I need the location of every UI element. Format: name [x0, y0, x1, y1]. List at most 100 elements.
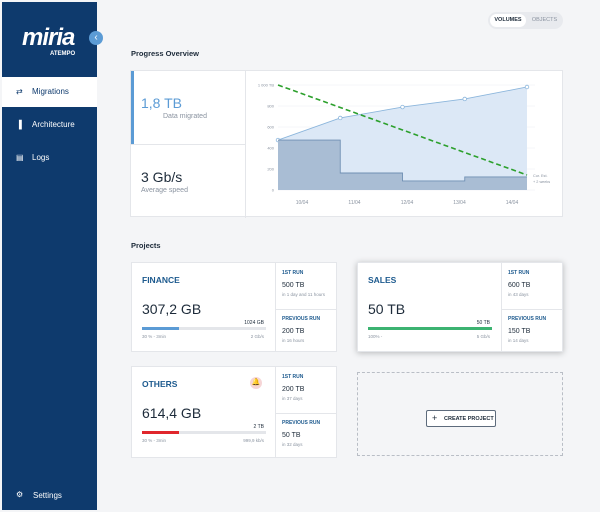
divider	[501, 263, 502, 351]
x-tick-label: 13/04	[453, 200, 466, 206]
migrated-label: Data migrated	[163, 113, 207, 120]
create-area: + CREATE PROJECT	[357, 372, 563, 456]
x-tick-label: 12/04	[401, 200, 414, 206]
plus-icon: +	[432, 413, 438, 423]
divider	[245, 71, 246, 218]
run-label: PREVIOUS RUN	[282, 420, 321, 426]
project-name: OTHERS	[142, 379, 178, 389]
active-indicator	[131, 71, 134, 144]
project-rate: 5 Gb/s	[476, 334, 490, 339]
divider	[131, 144, 245, 145]
run-detail: in 14 days	[508, 338, 529, 343]
progress-track	[142, 431, 266, 434]
speed-label: Average speed	[141, 187, 188, 194]
y-tick-label: 800	[267, 104, 274, 109]
divider	[275, 309, 337, 310]
project-size: 614,4 GB	[142, 405, 202, 421]
settings[interactable]: Settings	[33, 491, 62, 500]
project-status: 100% -	[368, 334, 383, 339]
collapse-button[interactable]: ‹	[89, 31, 103, 45]
y-tick-label: 1 000 TB	[258, 83, 274, 88]
settings-icon[interactable]: ⚙	[16, 490, 24, 499]
progress-bar	[142, 431, 180, 434]
annotation: Cur. Est.	[533, 174, 548, 178]
run-size: 600 TB	[508, 282, 531, 289]
y-tick-label: 600	[267, 125, 274, 130]
progress-track	[142, 327, 266, 330]
run-detail: in 1 day and 11 hours	[282, 292, 325, 297]
toggle-objects[interactable]: OBJECTS	[531, 17, 558, 23]
project-rate: 999,9 kb/s	[243, 438, 264, 443]
project-rate: 2 Gb/s	[250, 334, 264, 339]
y-tick-label: 0	[272, 188, 275, 193]
run-label: 1ST RUN	[282, 270, 304, 276]
divider	[275, 367, 276, 457]
point	[338, 115, 343, 121]
toggle-volumes[interactable]: VOLUMES	[490, 14, 526, 27]
nav-icon: ⇄	[16, 87, 23, 96]
project-target: 50 TB	[476, 320, 490, 326]
x-tick-label: 11/04	[348, 200, 360, 206]
logo: miria	[22, 24, 75, 51]
create-button[interactable]: + CREATE PROJECT	[426, 410, 496, 427]
nav-item[interactable]: ⇄ Migrations	[2, 77, 97, 107]
nav-icon: ▤	[16, 153, 24, 162]
point	[400, 104, 405, 110]
y-tick-label: 200	[267, 167, 274, 172]
run-detail: in 16 hours	[282, 338, 305, 343]
speed-value: 3 Gb/s	[141, 169, 183, 185]
x-tick-label: 14/04	[506, 200, 519, 206]
project-status: 30 % - 3min	[142, 334, 167, 339]
divider	[275, 413, 337, 414]
project-size: 307,2 GB	[142, 301, 202, 317]
nav-label: Migrations	[32, 87, 69, 96]
run-label: 1ST RUN	[282, 374, 304, 380]
y-tick-label: 400	[267, 146, 274, 151]
project-status: 30 % - 3min	[142, 438, 167, 443]
annotation: + 2 weeks	[533, 180, 550, 184]
run-size: 50 TB	[282, 432, 301, 439]
progress-bar	[368, 327, 492, 330]
migrated-value: 1,8 TB	[141, 95, 182, 111]
project-name: FINANCE	[142, 275, 180, 285]
run-size: 200 TB	[282, 328, 305, 335]
section-title: Projects	[131, 241, 161, 250]
project-size: 50 TB	[368, 301, 406, 317]
run-label: 1ST RUN	[508, 270, 530, 276]
nav-item[interactable]: ▐ Architecture	[2, 110, 97, 140]
logo-sub: ATEMPO	[50, 51, 76, 57]
run-label: PREVIOUS RUN	[282, 316, 321, 322]
project-target: 2 TB	[253, 424, 264, 430]
toggle: VOLUMES OBJECTS	[488, 12, 563, 29]
step-line	[278, 139, 527, 182]
nav-label: Logs	[32, 153, 50, 162]
project-card[interactable]: FINANCE 307,2 GB 1024 GB 30 % - 3min 2 Gb/s 1…	[131, 262, 337, 352]
nav-label: Architecture	[32, 120, 75, 129]
alert-icon: 🔔	[250, 377, 262, 389]
nav-icon: ▐	[16, 120, 22, 129]
create-label: CREATE PROJECT	[444, 416, 494, 422]
run-size: 500 TB	[282, 282, 305, 289]
project-name: SALES	[368, 275, 397, 285]
section-title: Progress Overview	[131, 49, 199, 58]
nav-item[interactable]: ▤ Logs	[2, 143, 97, 173]
divider	[501, 309, 563, 310]
dashed-line	[277, 84, 528, 176]
point	[524, 84, 530, 90]
point	[462, 96, 467, 102]
project-card[interactable]: OTHERS 614,4 GB 2 TB 30 % - 3min 999,9 kb/s 1…	[131, 366, 337, 458]
project-target: 1024 GB	[244, 320, 264, 326]
run-label: PREVIOUS RUN	[508, 316, 547, 322]
run-detail: in 37 days	[282, 396, 303, 401]
divider	[275, 263, 276, 351]
x-tick-label: 10/04	[296, 200, 309, 206]
run-size: 150 TB	[508, 328, 531, 335]
sidebar: miria ATEMPO ⇄ Migrations ▐ Architecture ▤ Lo…	[2, 2, 97, 510]
progress-bar	[142, 327, 180, 330]
run-detail: in 32 days	[282, 442, 303, 447]
run-detail: in 43 days	[508, 292, 529, 297]
project-card[interactable]: SALES 50 TB 50 TB 100% - 5 Gb/s 1ST RUN 600 TB…	[357, 262, 563, 352]
run-size: 200 TB	[282, 386, 305, 393]
